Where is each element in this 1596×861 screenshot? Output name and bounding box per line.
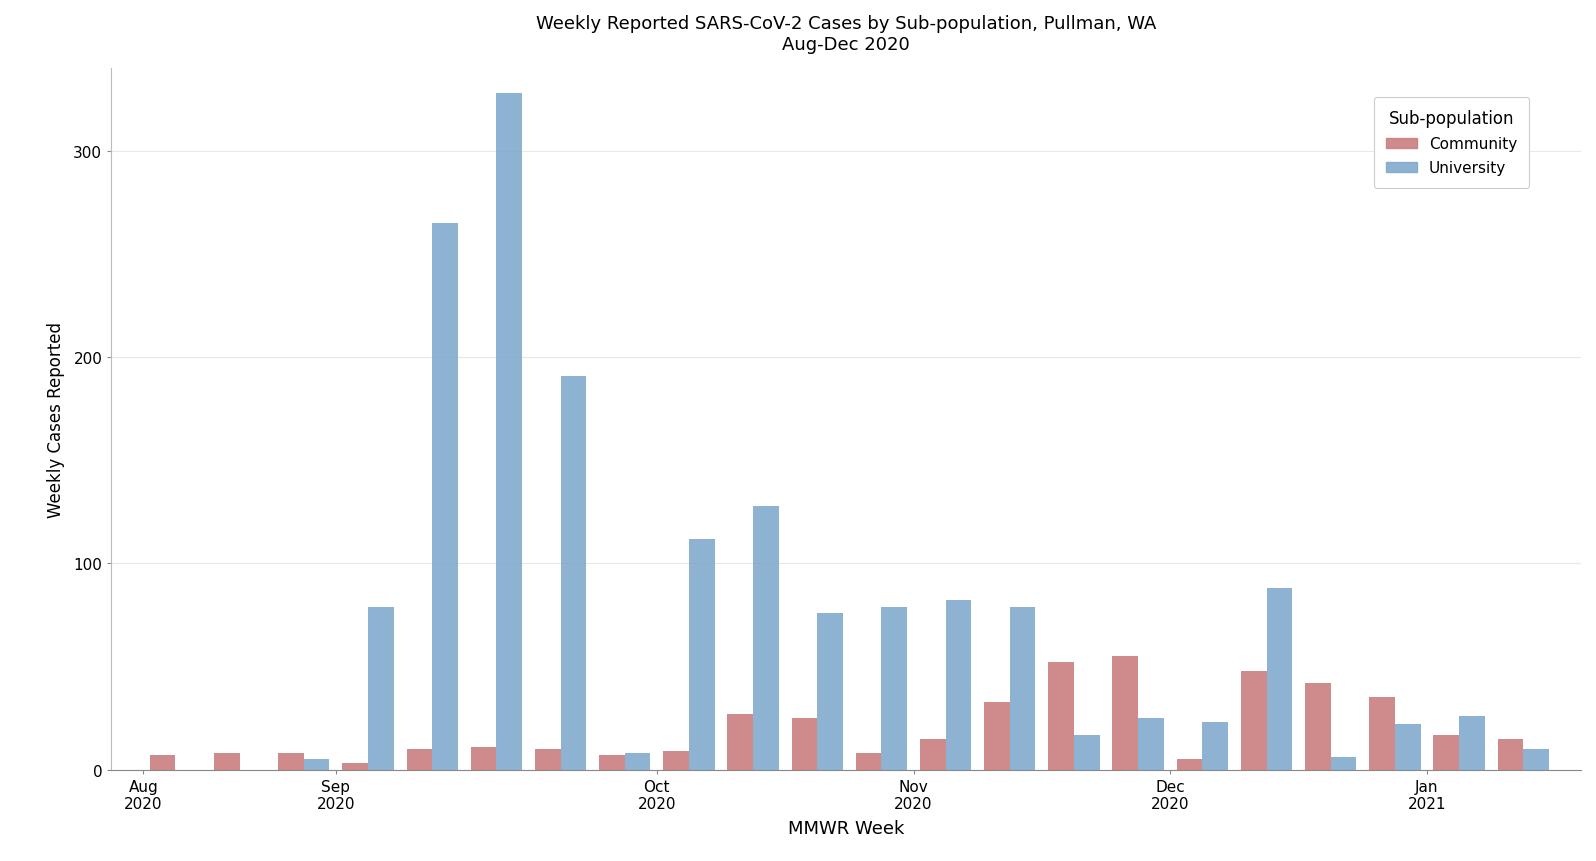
- Bar: [792, 718, 817, 770]
- Bar: [407, 749, 433, 770]
- Bar: [1395, 724, 1420, 770]
- Bar: [278, 753, 303, 770]
- Bar: [689, 539, 715, 770]
- Bar: [433, 224, 458, 770]
- Bar: [150, 755, 176, 770]
- Bar: [496, 94, 522, 770]
- Bar: [1497, 739, 1523, 770]
- Bar: [1433, 734, 1459, 770]
- Bar: [985, 702, 1010, 770]
- Bar: [303, 759, 329, 770]
- Bar: [1267, 588, 1293, 770]
- Bar: [945, 601, 972, 770]
- Bar: [535, 749, 560, 770]
- Y-axis label: Weekly Cases Reported: Weekly Cases Reported: [46, 321, 65, 517]
- Bar: [1138, 718, 1163, 770]
- Bar: [1369, 697, 1395, 770]
- Bar: [1306, 683, 1331, 770]
- Legend: Community, University: Community, University: [1374, 98, 1529, 189]
- X-axis label: MMWR Week: MMWR Week: [788, 820, 905, 838]
- Bar: [1176, 759, 1202, 770]
- Bar: [1202, 722, 1227, 770]
- Bar: [1459, 716, 1484, 770]
- Bar: [919, 739, 945, 770]
- Bar: [1049, 663, 1074, 770]
- Bar: [624, 753, 651, 770]
- Bar: [664, 751, 689, 770]
- Bar: [1112, 656, 1138, 770]
- Bar: [1523, 749, 1548, 770]
- Bar: [1331, 758, 1357, 770]
- Bar: [471, 747, 496, 770]
- Bar: [817, 613, 843, 770]
- Bar: [598, 755, 624, 770]
- Bar: [214, 753, 239, 770]
- Bar: [560, 376, 586, 770]
- Bar: [1074, 734, 1100, 770]
- Bar: [369, 607, 394, 770]
- Bar: [728, 714, 753, 770]
- Bar: [342, 764, 369, 770]
- Bar: [1240, 671, 1267, 770]
- Bar: [753, 506, 779, 770]
- Title: Weekly Reported SARS-CoV-2 Cases by Sub-population, Pullman, WA
Aug-Dec 2020: Weekly Reported SARS-CoV-2 Cases by Sub-…: [536, 15, 1157, 53]
- Bar: [855, 753, 881, 770]
- Bar: [1010, 607, 1036, 770]
- Bar: [881, 607, 907, 770]
